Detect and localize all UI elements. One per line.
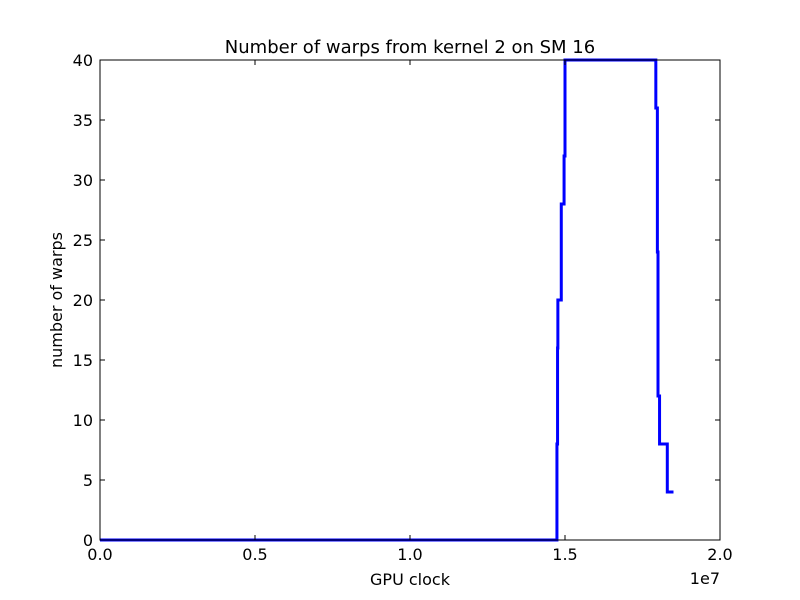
y-tick-label: 20 bbox=[73, 291, 93, 310]
y-tick-label: 15 bbox=[73, 351, 93, 370]
y-axis-label: number of warps bbox=[47, 232, 66, 368]
x-offset-label: 1e7 bbox=[690, 569, 720, 588]
y-tick-label: 30 bbox=[73, 171, 93, 190]
plot-frame bbox=[99, 59, 721, 541]
y-tick-label: 10 bbox=[73, 411, 93, 430]
y-tick-label: 35 bbox=[73, 111, 93, 130]
series-layer bbox=[100, 58, 674, 542]
y-tick-label: 5 bbox=[83, 471, 93, 490]
x-tick-label: 0.0 bbox=[87, 545, 112, 564]
x-tick-label: 2.0 bbox=[707, 545, 732, 564]
chart-title: Number of warps from kernel 2 on SM 16 bbox=[225, 37, 595, 58]
series-line bbox=[100, 58, 674, 542]
x-tick-label: 1.5 bbox=[552, 545, 577, 564]
x-tick-label: 1.0 bbox=[397, 545, 422, 564]
x-tick-label: 0.5 bbox=[242, 545, 267, 564]
y-tick-label: 25 bbox=[73, 231, 93, 250]
y-tick-label: 40 bbox=[73, 51, 93, 70]
plot-area bbox=[100, 60, 720, 540]
x-axis-label: GPU clock bbox=[370, 570, 451, 589]
y-tick-label: 0 bbox=[83, 531, 93, 550]
tick-layer: 0.0 0.5 1.0 1.5 2.0 0 5 10 15 20 25 30 35 40 bbox=[73, 51, 733, 564]
